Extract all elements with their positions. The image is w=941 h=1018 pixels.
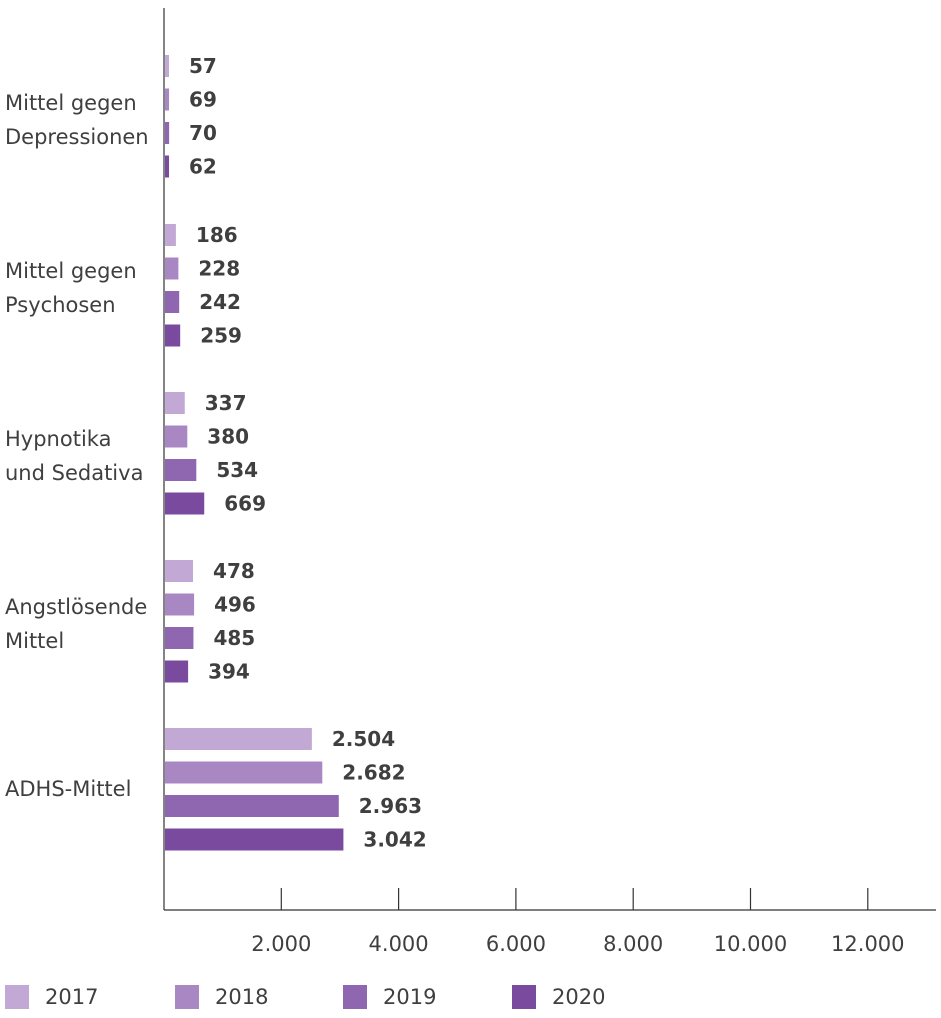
x-tick-label: 4.000: [369, 932, 429, 956]
data-label: 242: [199, 290, 241, 314]
legend-swatch: [175, 985, 199, 1009]
legend-item-2017: 2017: [5, 985, 98, 1009]
bar: [165, 459, 197, 481]
bar: [165, 392, 185, 414]
category-label: Mittel: [5, 629, 65, 653]
x-tick-label: 10.000: [714, 932, 787, 956]
bar: [165, 291, 180, 313]
category-label: ADHS-Mittel: [5, 777, 132, 801]
category-label: und Sedativa: [5, 461, 144, 485]
data-label: 534: [216, 458, 258, 482]
bar: [165, 257, 179, 280]
bar: [165, 761, 323, 784]
legend-label: 2018: [215, 985, 269, 1009]
legend: 2017 2018 2019 2020: [0, 985, 941, 1015]
data-label: 228: [198, 257, 240, 281]
category-label: Mittel gegen: [5, 91, 137, 115]
category-label: Depressionen: [5, 125, 149, 149]
legend-item-2019: 2019: [343, 985, 436, 1009]
legend-item-2020: 2020: [512, 985, 605, 1009]
x-tick-label: 6.000: [486, 932, 546, 956]
data-label: 69: [189, 88, 217, 112]
category-label: Hypnotika: [5, 427, 112, 451]
bar: [165, 728, 312, 750]
bar-chart: 2.000 4.000 6.000 8.000 10.000 12.000 57 69 70 62…: [163, 8, 936, 956]
bar: [165, 425, 188, 448]
bar: [165, 627, 194, 649]
data-label: 669: [224, 492, 266, 516]
data-label: 2.504: [332, 727, 395, 751]
data-label: 62: [189, 155, 217, 179]
bar: [165, 593, 195, 616]
bar: [165, 324, 181, 347]
legend-swatch: [5, 985, 29, 1009]
bar: [165, 55, 169, 77]
x-tick-label: 2.000: [251, 932, 311, 956]
data-label: 485: [213, 626, 255, 650]
data-label: 496: [214, 593, 256, 617]
bar: [165, 155, 169, 178]
data-label: 2.682: [342, 761, 405, 785]
legend-label: 2019: [383, 985, 437, 1009]
legend-swatch: [512, 985, 536, 1009]
bar: [165, 122, 170, 144]
bar: [165, 492, 205, 515]
data-label: 337: [205, 391, 247, 415]
data-label: 394: [208, 660, 250, 684]
legend-item-2018: 2018: [175, 985, 268, 1009]
bar: [165, 560, 194, 582]
legend-label: 2017: [45, 985, 99, 1009]
bar: [165, 224, 176, 246]
x-tick-label: 8.000: [603, 932, 663, 956]
data-label: 57: [189, 54, 217, 78]
data-label: 259: [200, 324, 242, 348]
data-label: 70: [189, 121, 217, 145]
category-label: Psychosen: [5, 293, 116, 317]
data-label: 380: [207, 425, 249, 449]
legend-swatch: [343, 985, 367, 1009]
data-label: 478: [213, 559, 255, 583]
bar: [165, 795, 339, 817]
data-label: 2.963: [359, 794, 422, 818]
data-label: 3.042: [363, 828, 426, 852]
bar: [165, 88, 170, 111]
legend-label: 2020: [552, 985, 606, 1009]
data-label: 186: [196, 223, 238, 247]
x-tick-label: 12.000: [831, 932, 904, 956]
bar: [165, 828, 344, 851]
category-label: Angstlösende: [5, 595, 148, 619]
category-label: Mittel gegen: [5, 259, 137, 283]
bar: [165, 660, 189, 683]
